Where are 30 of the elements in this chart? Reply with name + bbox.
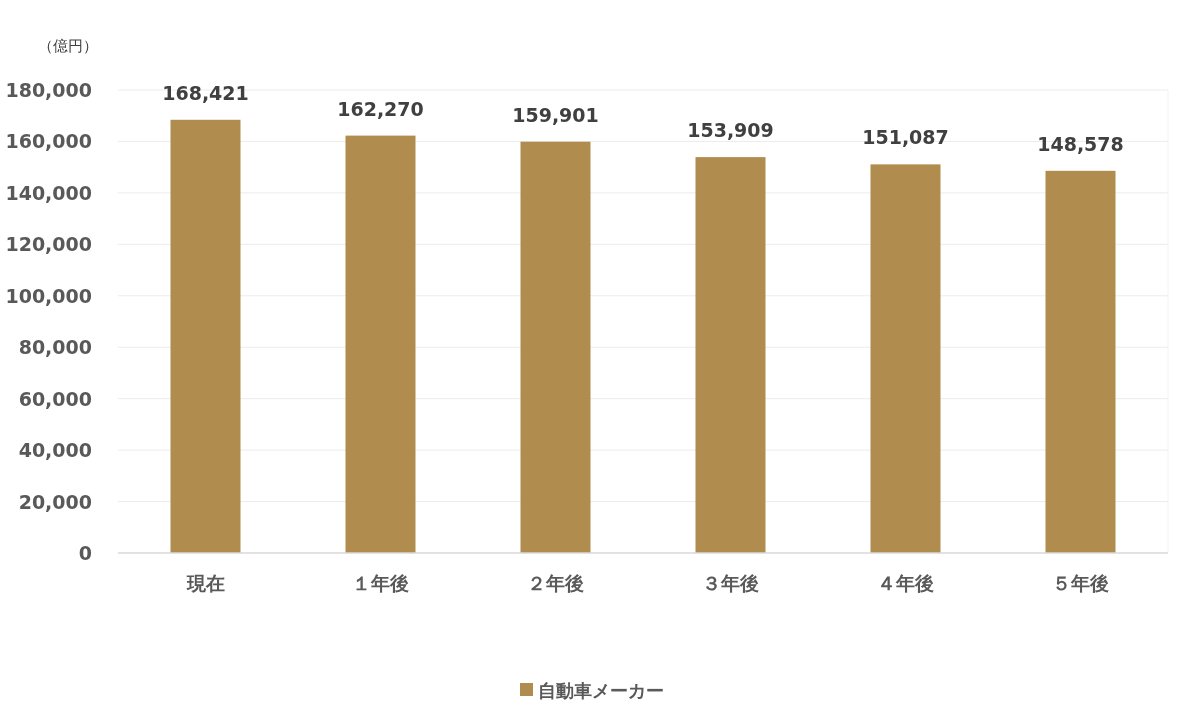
data-label: 148,578 (1037, 132, 1124, 155)
data-label: 159,901 (512, 103, 599, 126)
x-tick-label: ５年後 (1052, 572, 1109, 594)
y-tick-label: 40,000 (18, 439, 92, 462)
y-tick-label: 180,000 (5, 79, 92, 101)
y-tick-label: 140,000 (5, 181, 92, 204)
y-tick-label: 160,000 (5, 130, 92, 153)
x-tick-label: 現在 (185, 572, 225, 594)
data-label: 153,909 (687, 119, 774, 142)
legend-label: 自動車メーカー (538, 680, 664, 701)
bar (695, 157, 766, 553)
bar (1045, 170, 1116, 553)
data-label: 168,421 (162, 81, 249, 104)
y-tick-label: 80,000 (18, 336, 92, 359)
data-label: 162,270 (337, 97, 424, 120)
y-tick-label: 120,000 (5, 233, 92, 256)
bar (870, 164, 941, 553)
y-tick-label: 60,000 (18, 387, 92, 410)
bar (520, 141, 591, 553)
x-tick-label: ４年後 (877, 572, 934, 594)
x-tick-label: １年後 (352, 572, 409, 594)
x-tick-label: ２年後 (527, 572, 584, 594)
bar (170, 119, 241, 553)
bar (345, 135, 416, 553)
x-tick-label: ３年後 (702, 572, 759, 594)
y-tick-label: 100,000 (5, 284, 92, 307)
y-axis-title: （億円） (38, 37, 98, 55)
data-label: 151,087 (862, 126, 949, 149)
y-tick-label: 20,000 (18, 490, 92, 513)
y-tick-label: 0 (78, 542, 92, 564)
